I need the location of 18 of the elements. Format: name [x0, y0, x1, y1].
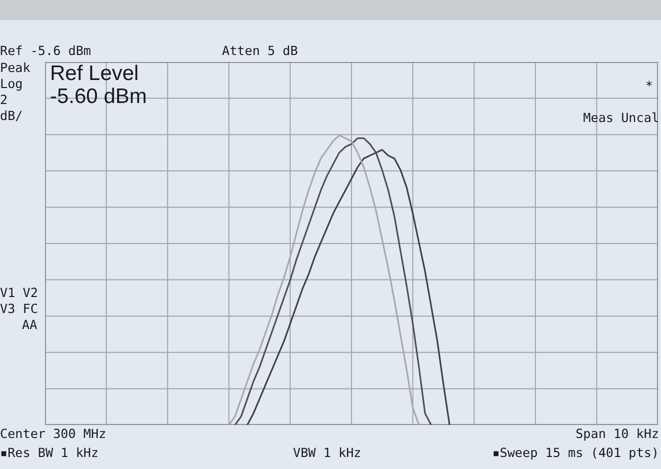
- text: Meas Uncal: [583, 110, 659, 125]
- text: Center 300 MHz: [0, 426, 106, 441]
- text: ▪Res BW 1 kHz: [0, 445, 99, 460]
- text: dB/: [0, 108, 23, 123]
- text: 2: [0, 92, 8, 107]
- text: ▪Sweep 15 ms (401 pts): [492, 445, 659, 460]
- text: Peak: [0, 60, 30, 75]
- text: *: [645, 78, 653, 93]
- text: Atten 5 dB: [222, 43, 298, 58]
- text: Ref -5.6 dBm: [0, 43, 91, 58]
- text: -5.60 dBm: [50, 85, 147, 108]
- text: VBW 1 kHz: [293, 445, 362, 460]
- text: V1 V2: [0, 285, 38, 300]
- text: Ref Level: [50, 62, 139, 85]
- text: Span 10 kHz: [576, 426, 659, 441]
- text: Log: [0, 76, 23, 91]
- text: V3 FC: [0, 301, 38, 316]
- text: AA: [22, 317, 38, 332]
